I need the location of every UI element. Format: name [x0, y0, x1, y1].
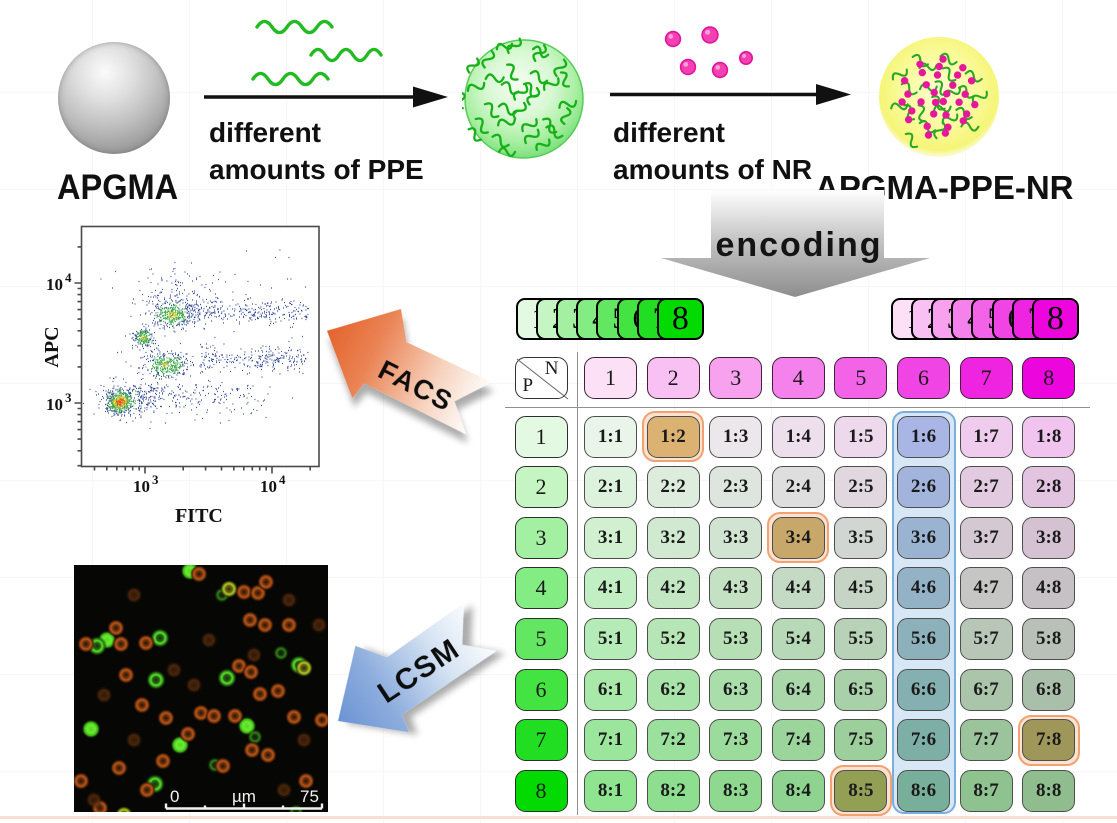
svg-text:3: 3 [65, 390, 72, 405]
svg-text:75: 75 [300, 787, 319, 806]
svg-text:µm: µm [232, 787, 256, 806]
svg-text:4: 4 [279, 472, 286, 487]
svg-text:10: 10 [46, 395, 63, 414]
svg-text:10: 10 [46, 275, 63, 294]
svg-text:3: 3 [152, 472, 159, 487]
svg-text:10: 10 [133, 477, 150, 496]
svg-text:4: 4 [65, 270, 72, 285]
svg-text:0: 0 [170, 787, 179, 806]
svg-text:10: 10 [260, 477, 277, 496]
svg-text:APC: APC [41, 326, 63, 367]
svg-text:encoding: encoding [715, 226, 882, 264]
svg-text:FITC: FITC [175, 505, 223, 527]
